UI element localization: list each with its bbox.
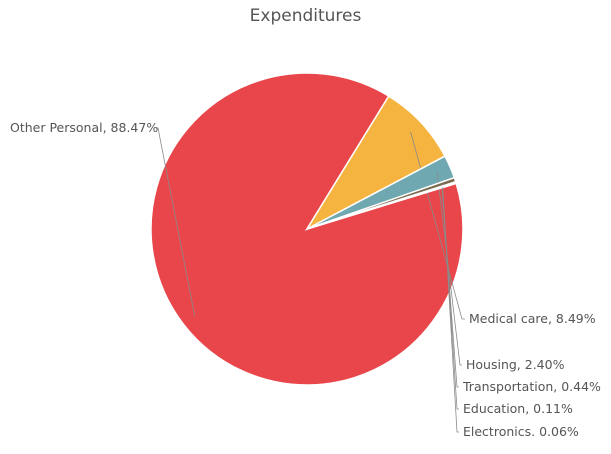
slice-label-education: Education, 0.11% [463, 401, 573, 416]
slice-label-electronics: Electronics. 0.06% [463, 424, 579, 439]
slice-label-transportation: Transportation, 0.44% [462, 379, 601, 394]
leader-line-electronics [442, 187, 459, 433]
chart-title: Expenditures [249, 6, 362, 26]
slice-label-housing: Housing, 2.40% [466, 357, 565, 372]
slice-label-medical-care: Medical care, 8.49% [469, 311, 596, 326]
leader-line-housing [436, 172, 462, 366]
slice-label-other-personal: Other Personal, 88.47% [10, 120, 158, 135]
leader-line-medical-care [410, 131, 465, 320]
pie-slice-electronics [306, 181, 458, 230]
leader-line-other-personal [156, 127, 196, 316]
